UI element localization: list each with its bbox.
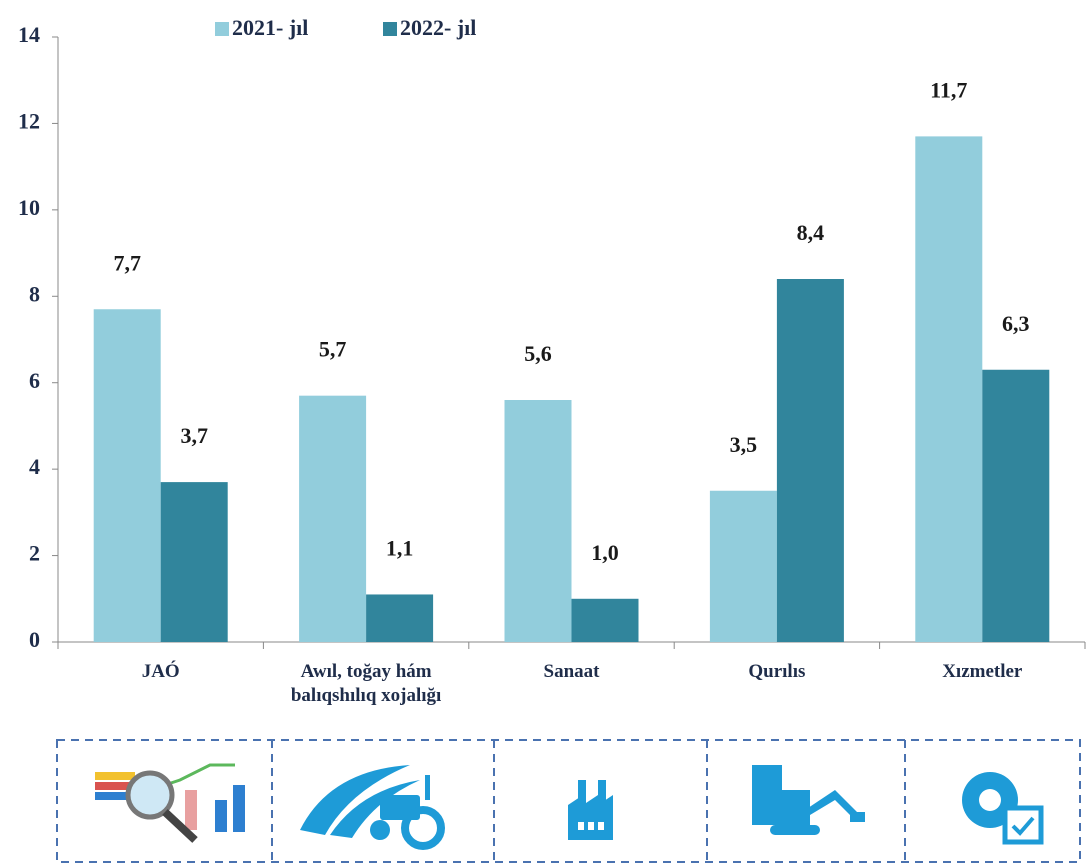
legend-swatch (215, 22, 229, 36)
bar (982, 369, 1050, 642)
data-label: 5,6 (524, 341, 552, 366)
data-label: 5,7 (319, 337, 347, 362)
bar (366, 594, 434, 642)
y-tick-label: 10 (18, 195, 40, 220)
legend-label: 2022- jıl (400, 15, 476, 40)
legend-swatch (383, 22, 397, 36)
legend-label: 2021- jıl (232, 15, 308, 40)
icon-industry (568, 780, 613, 840)
y-tick-label: 14 (18, 22, 40, 47)
data-label: 1,1 (386, 536, 414, 561)
x-tick-label: Sanaat (543, 661, 600, 682)
y-tick-label: 6 (29, 368, 40, 393)
x-tick-label: Qurılıs (748, 661, 806, 682)
bar (915, 136, 983, 642)
y-tick-label: 12 (18, 108, 40, 133)
data-label: 6,3 (1002, 311, 1030, 336)
y-tick-label: 4 (29, 454, 40, 479)
icon-analytics (95, 763, 245, 843)
data-label: 3,7 (180, 423, 208, 448)
data-label: 8,4 (797, 220, 825, 245)
bar (709, 490, 777, 642)
icon-frame (56, 739, 1081, 863)
x-tick-label: JAÓ (141, 661, 180, 682)
data-label: 3,5 (730, 432, 758, 457)
data-label: 11,7 (930, 77, 967, 102)
data-label: 7,7 (113, 250, 141, 275)
data-label: 1,0 (591, 540, 619, 565)
y-tick-label: 0 (29, 627, 40, 652)
y-tick-label: 8 (29, 281, 40, 306)
icon-construction (752, 765, 865, 835)
bar (160, 482, 228, 642)
icon-services (962, 772, 1044, 845)
bar (504, 400, 572, 642)
icon-panel (56, 739, 1081, 863)
y-tick-label: 2 (29, 541, 40, 566)
bar (776, 279, 844, 642)
x-tick-label: Xızmetler (942, 661, 1023, 682)
bar (299, 395, 367, 642)
x-tick-label: Awıl, toğay hám balıqshılıq xojalığı (290, 661, 442, 706)
bar (93, 309, 161, 642)
bar (571, 598, 639, 642)
icon-agriculture (300, 765, 445, 850)
